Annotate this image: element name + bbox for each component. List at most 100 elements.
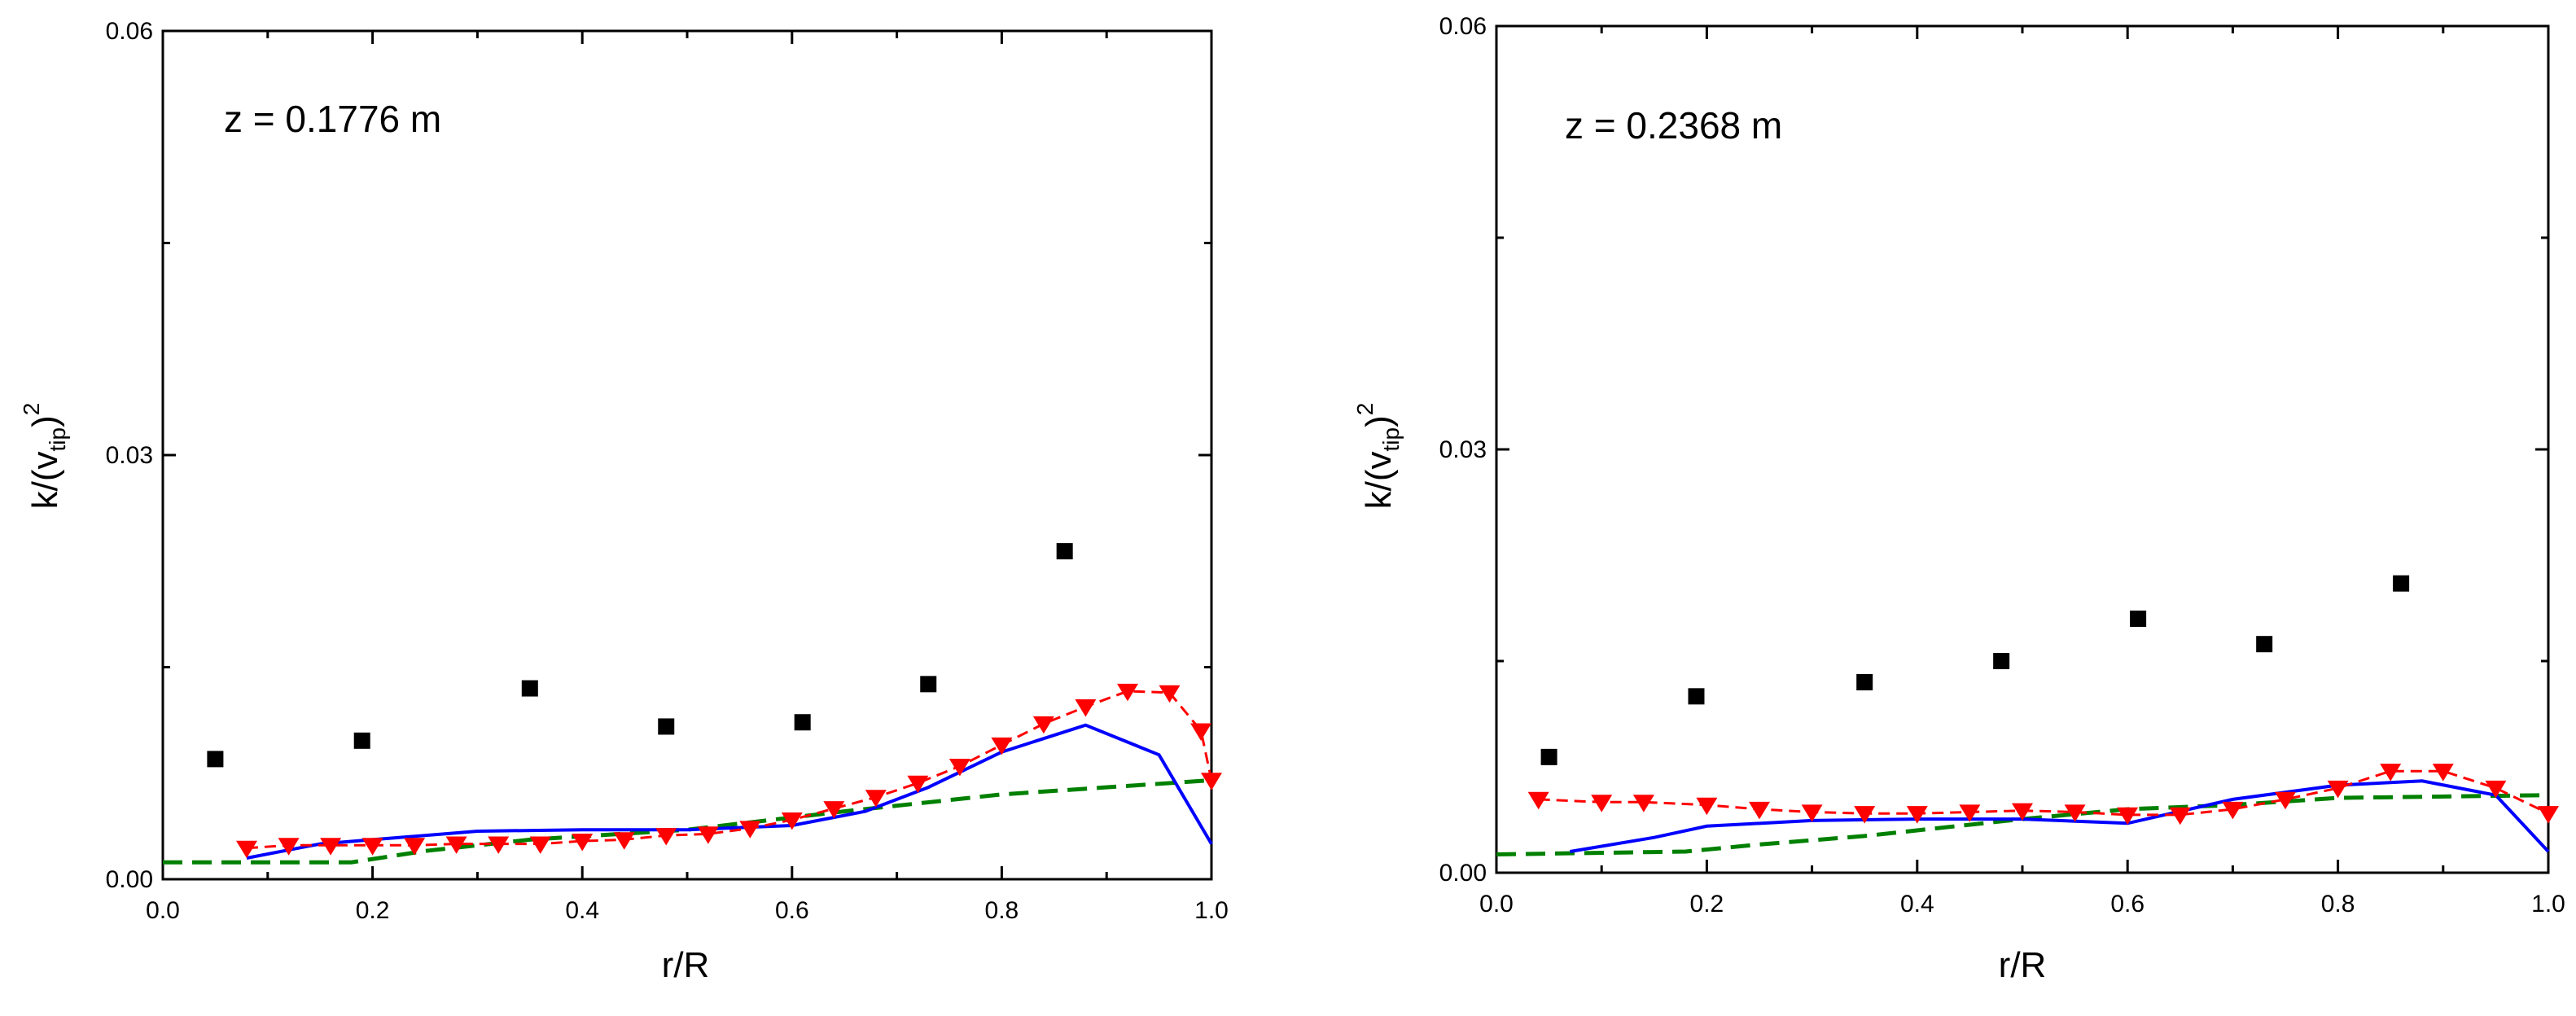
data-point-square: [2256, 636, 2273, 653]
x-tick-label: 0.0: [146, 897, 180, 924]
data-point-triangle: [697, 826, 719, 844]
y-tick-label: 0.00: [1439, 860, 1487, 887]
data-point-triangle: [445, 836, 467, 854]
y-axis-title-base: k/(v: [25, 451, 65, 509]
y-tick-label: 0.06: [106, 18, 153, 45]
series-experimental: [207, 543, 1073, 768]
x-tick-label: 1.0: [2531, 891, 2565, 917]
data-point-triangle: [529, 836, 551, 854]
tick-marks: [1495, 24, 2550, 874]
series-layer: [163, 543, 1222, 865]
data-point-triangle: [1959, 804, 1981, 822]
data-point-triangle: [1159, 685, 1181, 703]
data-point-triangle: [404, 838, 426, 856]
series-layer: [1496, 575, 2559, 856]
series-model-blue: [246, 723, 1213, 860]
chart-panel-right: 0.0 0.2 0.4 0.6 0.8 1.0 0.00 0.03 0.06 z = 0.236…: [1352, 13, 2565, 985]
plot-frame: [161, 29, 1213, 881]
data-point-triangle: [1117, 683, 1138, 702]
data-point-triangle: [2380, 764, 2402, 782]
data-point-square: [1056, 543, 1073, 560]
data-point-triangle: [781, 812, 803, 830]
data-point-square: [658, 718, 675, 735]
series-model-green: [1496, 793, 2549, 856]
data-point-triangle: [739, 821, 761, 839]
data-point-square: [2393, 575, 2410, 592]
x-tick-label: 0.4: [1900, 891, 1934, 917]
data-point-triangle: [572, 834, 594, 852]
y-axis-title-sup: 2: [1352, 403, 1378, 416]
data-point-triangle: [2327, 780, 2349, 799]
series-line-model-green: [1496, 793, 2549, 856]
data-point-square: [794, 714, 811, 731]
x-tick-label: 0.8: [2321, 891, 2355, 917]
data-point-triangle: [2485, 780, 2507, 799]
series-model-red: [236, 683, 1222, 859]
data-point-triangle: [2012, 803, 2033, 821]
data-point-triangle: [2169, 807, 2191, 826]
data-point-square: [521, 680, 538, 697]
data-point-triangle: [1201, 773, 1222, 790]
plot-frame: [1495, 24, 2550, 874]
series-line-model-green: [163, 777, 1212, 865]
series-model-red: [1527, 764, 2559, 826]
data-point-triangle: [236, 840, 257, 859]
data-point-square: [1540, 748, 1557, 765]
data-point-triangle: [361, 838, 383, 856]
data-point-triangle: [1032, 716, 1054, 734]
data-point-triangle: [2064, 804, 2086, 822]
series-model-green: [163, 777, 1212, 865]
x-tick-label: 0.6: [775, 897, 809, 924]
data-point-triangle: [1190, 723, 1212, 741]
x-axis-title: r/R: [1999, 945, 2047, 985]
data-point-triangle: [865, 790, 887, 808]
data-point-triangle: [2275, 791, 2296, 810]
x-tick-label: 0.8: [985, 897, 1019, 924]
data-point-triangle: [488, 836, 510, 854]
data-point-triangle: [655, 828, 677, 846]
data-point-square: [1688, 688, 1705, 705]
y-axis-title-close: ): [25, 415, 65, 427]
y-tick-label: 0.03: [106, 442, 153, 469]
data-point-triangle: [1906, 806, 1928, 824]
annotation-z: z = 0.2368 m: [1565, 104, 1782, 147]
data-point-triangle: [2538, 806, 2559, 824]
y-axis-title: k/(vtip)2: [1352, 403, 1404, 510]
data-point-triangle: [991, 737, 1013, 755]
y-tick-label: 0.06: [1439, 13, 1487, 40]
x-tick-label: 0.6: [2110, 891, 2144, 917]
x-axis-title: r/R: [662, 945, 710, 985]
data-point-square: [1993, 653, 2010, 669]
series-experimental: [1540, 575, 2410, 765]
data-point-square: [207, 751, 224, 768]
tick-labels: 0.0 0.2 0.4 0.6 0.8 1.0 0.00 0.03 0.06: [1439, 13, 2565, 917]
x-tick-label: 0.2: [356, 897, 390, 924]
data-point-triangle: [1591, 795, 1613, 812]
data-point-triangle: [1527, 791, 1549, 810]
data-point-triangle: [320, 838, 342, 856]
annotation-z: z = 0.1776 m: [224, 98, 441, 140]
data-point-triangle: [1854, 806, 1876, 824]
data-point-square: [920, 676, 937, 693]
series-line-model-blue: [246, 723, 1213, 860]
data-point-square: [1856, 674, 1873, 690]
tick-labels: 0.0 0.2 0.4 0.6 0.8 1.0 0.00 0.03 0.06: [106, 18, 1229, 924]
y-axis-title: k/(vtip)2: [19, 403, 70, 510]
data-point-triangle: [1696, 797, 1718, 816]
data-point-triangle: [948, 759, 970, 777]
y-axis-title-sub: tip: [1378, 427, 1404, 452]
data-point-triangle: [823, 801, 845, 819]
y-axis-title-base: k/(v: [1359, 451, 1399, 509]
x-tick-label: 0.2: [1690, 891, 1724, 917]
y-axis-title-sub: tip: [45, 427, 70, 452]
tick-marks: [161, 29, 1213, 881]
data-point-square: [2130, 611, 2147, 627]
series-line-model-red: [1538, 769, 2549, 817]
data-point-triangle: [2432, 764, 2454, 782]
x-tick-label: 1.0: [1194, 897, 1229, 924]
data-point-triangle: [2222, 801, 2244, 820]
x-tick-label: 0.4: [565, 897, 599, 924]
y-tick-label: 0.00: [106, 866, 153, 893]
data-point-square: [353, 732, 370, 749]
y-axis-title-close: ): [1359, 415, 1399, 427]
